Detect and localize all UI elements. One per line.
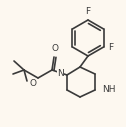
Text: O: O <box>52 44 58 53</box>
Text: F: F <box>109 43 114 52</box>
Text: F: F <box>85 7 91 16</box>
Text: NH: NH <box>102 85 116 94</box>
Text: N: N <box>57 69 64 78</box>
Text: O: O <box>30 79 37 88</box>
